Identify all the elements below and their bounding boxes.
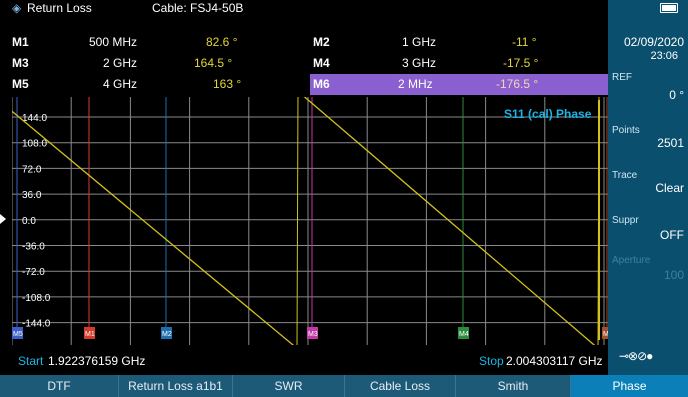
marker-label-m3: M3 [12,56,29,70]
y-tick-label: 144.0 [22,113,47,124]
y-tick-label: 72.0 [22,164,42,175]
marker-flags: M5 M1 M2 M3 M4 M6 [12,327,608,339]
stop-label: Stop [479,354,504,368]
softkey-bar: DTF Return Loss a1b1 SWR Cable Loss Smit… [0,375,688,397]
y-tick-label: 36.0 [22,190,42,201]
aperture-label: Aperture [612,255,651,266]
trace-label: Trace [612,170,638,181]
softkey-dtf[interactable]: DTF [0,375,119,397]
trace-wrap [296,97,299,345]
mode-title: Return Loss [27,1,92,15]
y-tick-label: 108.0 [22,139,47,150]
aperture-value: 100 [663,268,684,282]
marker-freq-m3: 2 GHz [103,56,138,70]
marker-value-m4: -17.5 ° [503,56,539,70]
marker-flag-label: M4 [459,331,469,338]
marker-value-m2: -11 ° [512,35,537,49]
y-tick-label: -72.0 [22,267,45,278]
date-display: 02/09/2020 [623,35,684,49]
marker-flag-m3 [307,327,318,339]
top-status-bar: ◈ Return Loss Cable: FSJ4-50B [0,0,608,16]
marker-label-m2: M2 [313,35,330,49]
marker-label-m4: M4 [313,56,330,70]
marker-flag-m2 [161,327,172,339]
marker-flag-label: M2 [162,331,172,338]
points-control[interactable]: Points 2501 [608,120,688,170]
marker-value-m3: 164.5 ° [194,56,233,70]
marker-freq-m5: 4 GHz [103,77,138,91]
marker-label-m6: M6 [313,77,330,91]
marker-flag-m6 [602,327,608,339]
trace-title: S11 (cal) Phase [504,107,592,121]
connection-status-icon: ⊸⊗⊘● [619,349,653,363]
softkey-cable-loss[interactable]: Cable Loss [345,375,456,397]
y-tick-label: -144.0 [22,319,51,330]
marker-flag-label: M1 [85,331,95,338]
battery-icon [660,3,678,13]
softkey-return-loss[interactable]: Return Loss a1b1 [119,375,233,397]
marker-row-m6-selected[interactable]: M6 2 MHz -176.5 ° [310,74,608,95]
marker-flag-label: M3 [308,331,318,338]
marker-flag-m1 [84,327,95,339]
time-display: 23:06 [650,50,678,62]
y-axis-ticks: 144.0 108.0 72.0 36.0 0.0 -36.0 -72.0 -108.0 -14… [22,113,51,330]
phase-graph[interactable]: 144.0 108.0 72.0 36.0 0.0 -36.0 -72.0 -108.0 -14… [12,97,608,345]
points-value: 2501 [657,136,684,150]
trace-control[interactable]: Trace Clear [608,165,688,215]
y-tick-label: -36.0 [22,242,45,253]
suppr-label: Suppr [612,215,639,226]
trace-value: Clear [655,181,684,195]
softkey-phase[interactable]: Phase [571,375,688,397]
graph-grid [12,97,608,345]
start-label: Start [18,354,44,368]
marker-lines [16,97,608,331]
frequency-info-bar: Start 1.922376159 GHz Stop 2.004303117 G… [0,345,608,375]
marker-flag-m4 [458,327,469,339]
marker-value-m6: -176.5 ° [496,77,539,91]
suppr-control[interactable]: Suppr OFF [608,210,688,260]
right-side-panel: 02/09/2020 23:06 REF 0 ° Points 2501 Tra… [608,0,688,375]
marker-row-2: M3 2 GHz 164.5 ° M4 3 GHz -17.5 ° [0,53,608,74]
marker-label-m1: M1 [12,35,29,49]
marker-freq-m2: 1 GHz [402,35,437,49]
marker-freq-m4: 3 GHz [402,56,437,70]
mode-icon: ◈ [12,1,22,15]
softkey-smith[interactable]: Smith [456,375,571,397]
points-label: Points [612,125,640,136]
marker-freq-m6: 2 MHz [398,77,433,91]
marker-flag-label: M5 [13,331,23,338]
aperture-control: Aperture 100 [608,250,688,290]
cable-label: Cable: FSJ4-50B [152,1,244,15]
y-tick-label: -108.0 [22,293,51,304]
marker-row-1: M1 500 MHz 82.6 ° M2 1 GHz -11 ° [0,32,608,53]
marker-flag-m5 [12,327,23,339]
trace-segment [12,110,295,345]
marker-flag-label: M6 [603,331,608,338]
ref-label: REF [612,72,632,83]
softkey-swr[interactable]: SWR [233,375,345,397]
start-value: 1.922376159 GHz [48,354,146,368]
trace-segment [303,97,596,345]
marker-freq-m1: 500 MHz [89,35,138,49]
marker-value-m1: 82.6 ° [206,35,238,49]
suppr-value: OFF [660,228,684,242]
ref-value: 0 ° [669,88,684,102]
trace-edge-line [598,100,600,340]
y-tick-label: 0.0 [22,216,36,227]
marker-value-m5: 163 ° [213,77,242,91]
ref-level-arrow-icon [0,214,6,224]
ref-control[interactable]: REF 0 ° [608,70,688,120]
stop-value: 2.004303117 GHz [506,354,603,368]
marker-label-m5: M5 [12,77,29,91]
